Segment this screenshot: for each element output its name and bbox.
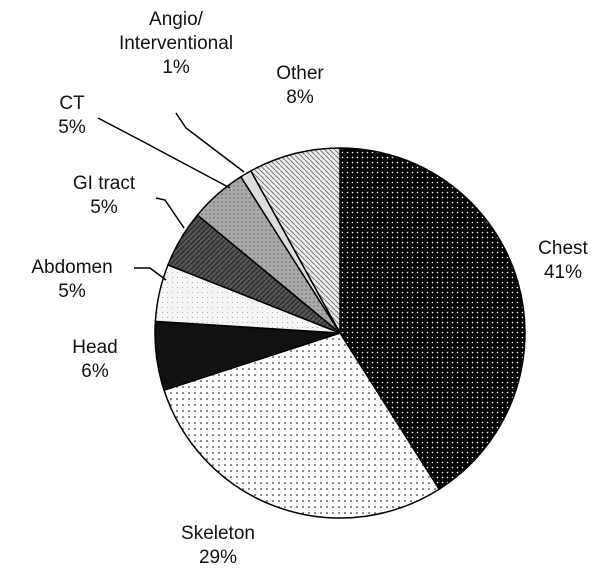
pie-wedge	[163, 332, 441, 519]
value-label: 6%	[81, 361, 109, 382]
slice-label: Other 8%	[276, 62, 324, 110]
category-label: Chest	[538, 238, 588, 259]
category-label: GI tract	[72, 173, 136, 194]
value-label: 1%	[162, 57, 190, 78]
value-label: 5%	[90, 197, 118, 218]
slice-label: Angio/ Interventional 1%	[119, 8, 233, 80]
value-label: 29%	[198, 547, 238, 568]
category-label: Abdomen	[31, 257, 113, 278]
slice-label: Chest 41%	[538, 237, 588, 285]
slice-label: Skeleton 29%	[181, 522, 255, 570]
slice-label: Abdomen 5%	[31, 256, 112, 304]
pie-wedge	[339, 147, 526, 491]
category-label: Skeleton	[181, 523, 255, 544]
pie-wedge	[249, 147, 341, 334]
category-label: Angio/ Interventional	[118, 9, 234, 54]
category-label: Head	[72, 337, 118, 358]
leader-line	[175, 112, 245, 173]
category-label: CT	[59, 93, 85, 114]
leader-line	[97, 117, 231, 189]
value-label: 41%	[543, 262, 583, 283]
slice-label: CT 5%	[58, 92, 85, 140]
leader-line	[134, 267, 167, 281]
value-label: 5%	[58, 281, 86, 302]
slice-label: Head 6%	[72, 336, 117, 384]
slice-label: GI tract 5%	[73, 172, 135, 220]
value-label: 8%	[286, 87, 314, 108]
category-label: Other	[276, 63, 324, 84]
value-label: 5%	[58, 117, 86, 138]
leader-line	[155, 197, 185, 229]
